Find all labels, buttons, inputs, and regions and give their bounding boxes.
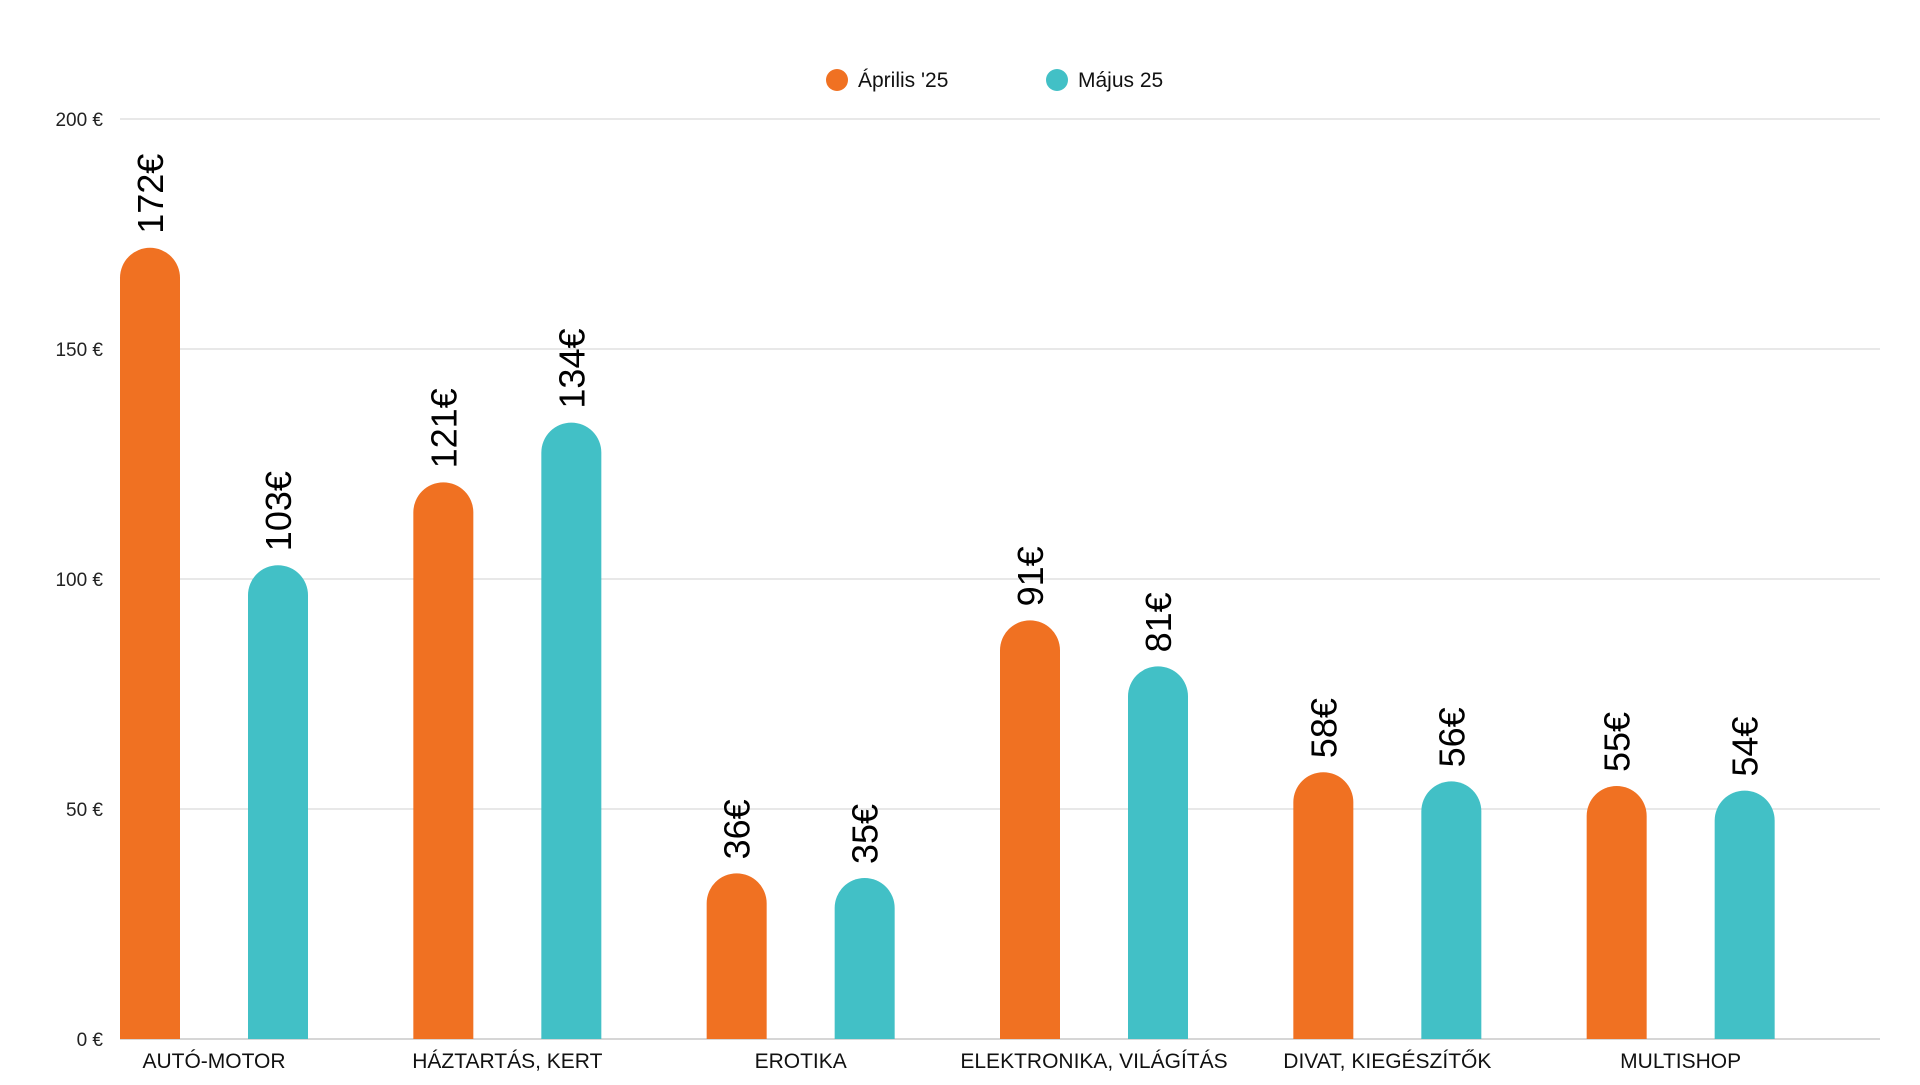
data-label: 56€ <box>1431 707 1472 767</box>
legend-label: Május 25 <box>1078 69 1163 92</box>
bar-april[interactable] <box>1586 786 1647 1039</box>
bar-april[interactable] <box>1293 772 1354 1039</box>
bars <box>120 247 1775 1040</box>
bar-may[interactable] <box>541 422 602 1039</box>
category-label: DIVAT, KIEGÉSZÍTŐK <box>1283 1050 1491 1073</box>
legend-swatch <box>826 69 848 91</box>
category-label: ELEKTRONIKA, VILÁGÍTÁS <box>960 1050 1227 1073</box>
data-label: 35€ <box>845 804 886 864</box>
data-label: 91€ <box>1010 546 1051 606</box>
y-tick-label: 100 € <box>55 570 103 591</box>
category-label: EROTIKA <box>755 1050 847 1073</box>
bar-april[interactable] <box>1000 620 1060 1039</box>
data-label: 55€ <box>1597 712 1638 772</box>
legend-label: Április '25 <box>858 69 948 92</box>
data-label: 121€ <box>423 388 464 468</box>
category-label: AUTÓ-MOTOR <box>142 1050 285 1073</box>
value-labels: 172€ 103€ 121€ 134€ 36€ 35€ 91€ 81€ 58€ 56€ 55€ 54€ <box>130 154 1766 864</box>
y-tick-label: 0 € <box>77 1030 104 1051</box>
data-label: 172€ <box>130 154 171 234</box>
bar-may[interactable] <box>1421 781 1482 1039</box>
legend[interactable]: Április '25 Május 25 <box>826 69 1163 92</box>
data-label: 36€ <box>717 799 758 859</box>
data-label: 134€ <box>551 329 592 409</box>
legend-swatch <box>1046 69 1068 91</box>
bar-april[interactable] <box>413 482 474 1040</box>
y-tick-label: 50 € <box>66 800 103 821</box>
bar-april[interactable] <box>706 873 767 1039</box>
bar-may[interactable] <box>834 878 895 1039</box>
data-label: 58€ <box>1303 698 1344 758</box>
bar-may[interactable] <box>248 565 308 1039</box>
y-tick-label: 150 € <box>55 340 103 361</box>
legend-item-april[interactable]: Április '25 <box>826 69 948 92</box>
data-label: 54€ <box>1725 717 1766 777</box>
bar-may[interactable] <box>1128 666 1188 1039</box>
y-tick-label: 200 € <box>55 110 103 131</box>
data-label: 81€ <box>1138 592 1179 652</box>
x-axis: AUTÓ-MOTOR HÁZTARTÁS, KERT EROTIKA ELEKTRON… <box>142 1050 1741 1073</box>
category-label: HÁZTARTÁS, KERT <box>412 1050 602 1073</box>
bar-may[interactable] <box>1714 790 1775 1039</box>
legend-item-may[interactable]: Május 25 <box>1046 69 1163 92</box>
category-label: MULTISHOP <box>1620 1050 1741 1073</box>
bar-april[interactable] <box>120 247 180 1040</box>
data-label: 103€ <box>258 471 299 551</box>
